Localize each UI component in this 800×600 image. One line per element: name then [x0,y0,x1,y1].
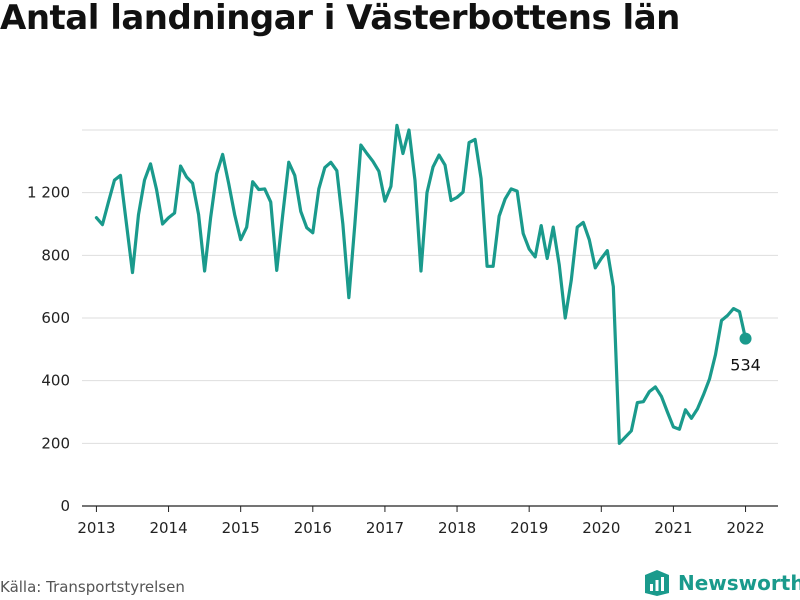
brand-logo: Newsworthy [644,568,800,598]
x-tick-label: 2016 [294,519,332,537]
x-tick-label: 2013 [77,519,115,537]
x-axis: 2013 2014 2015 2016 2017 2018 2019 2020 2021 2022 [77,506,765,537]
newsworthy-logo-icon [645,570,669,596]
x-tick-label: 2020 [582,519,620,537]
x-tick-label: 2022 [726,519,764,537]
y-tick-label: 600 [41,309,70,327]
chart-title: Antal landningar i Västerbottens län [0,0,680,38]
x-tick-label: 2014 [149,519,187,537]
grid-lines [82,129,778,507]
annotation-layer: 534 [730,332,761,375]
x-tick-label: 2021 [654,519,692,537]
source-note: Källa: Transportstyrelsen [0,578,185,596]
x-tick-label: 2019 [510,519,548,537]
y-tick-label: 1 200 [27,184,70,202]
last-value-label: 534 [730,356,761,375]
y-tick-label: 800 [41,246,70,264]
x-tick-label: 2017 [366,519,404,537]
series-line [94,123,748,445]
x-tick-label: 2015 [222,519,260,537]
y-tick-label: 0 [60,497,70,515]
last-value-marker [739,332,752,345]
y-axis-labels: 0 200 400 600 800 1 200 [27,184,70,515]
x-tick-label: 2018 [438,519,476,537]
series-layer [94,123,748,445]
y-tick-label: 400 [41,372,70,390]
brand-name: Newsworthy [678,571,800,595]
y-tick-label: 200 [41,434,70,452]
